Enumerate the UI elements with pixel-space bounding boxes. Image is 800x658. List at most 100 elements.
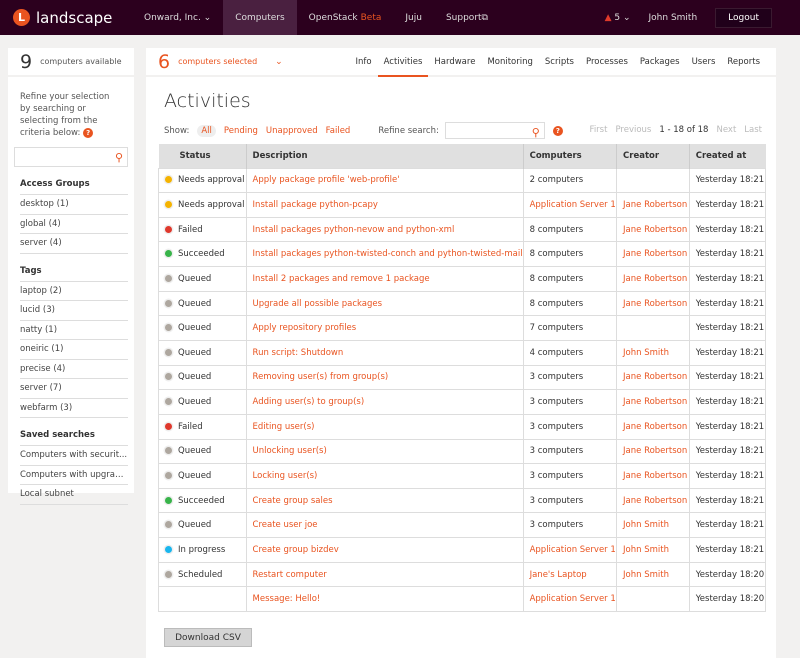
sidebar-item[interactable]: precise (4) <box>20 360 128 379</box>
search-icon[interactable]: ⚲ <box>531 126 540 139</box>
status-cell: Failed <box>158 216 247 243</box>
status-dot-icon <box>165 545 172 553</box>
status-cell: Scheduled <box>158 561 247 588</box>
help-icon[interactable]: ? <box>552 125 563 136</box>
description-link[interactable]: Unlocking user(s) <box>245 438 524 465</box>
creator-link[interactable]: Jane Robertson <box>616 266 690 292</box>
refine-search-input[interactable]: ⚲ <box>444 122 545 139</box>
nav-juju[interactable]: Juju <box>405 12 422 23</box>
pager-first[interactable]: First <box>589 125 608 135</box>
description-link[interactable]: Install package python-pcapy <box>245 192 524 218</box>
description-link[interactable]: Run script: Shutdown <box>245 339 524 366</box>
download-csv-button[interactable]: Download CSV <box>164 628 252 647</box>
sidebar-item[interactable]: laptop (2) <box>20 282 128 301</box>
tab-monitoring[interactable]: Monitoring <box>487 57 533 67</box>
tab-info[interactable]: Info <box>355 57 372 67</box>
sidebar-item[interactable]: Local subnet <box>20 485 128 505</box>
computers-cell[interactable]: Application Server 1 <box>522 537 618 563</box>
alerts-dropdown[interactable]: ▲ 5 ⌄ <box>604 12 631 23</box>
created-at-cell: Yesterday 18:21 <box>688 339 767 366</box>
description-link[interactable]: Install packages python-twisted-conch an… <box>245 241 524 268</box>
nav-support[interactable]: Support ⧉ <box>445 12 488 23</box>
sidebar-search-input[interactable]: ⚲ <box>14 147 128 167</box>
description-link[interactable]: Restart computer <box>245 561 524 588</box>
pager-previous[interactable]: Previous <box>615 125 652 135</box>
creator-link[interactable]: Jane Robertson <box>616 413 690 440</box>
filter-pending[interactable]: Pending <box>223 125 258 136</box>
help-icon[interactable]: ? <box>83 128 94 138</box>
sidebar-item[interactable]: natty (1) <box>20 321 128 340</box>
user-name[interactable]: John Smith <box>648 12 698 23</box>
description-link[interactable]: Apply repository profiles <box>245 315 524 341</box>
tab-scripts[interactable]: Scripts <box>544 57 574 67</box>
description-link[interactable]: Upgrade all possible packages <box>245 290 524 317</box>
main-panel: 6 computers selected ⌄ Info Activities Har… <box>146 48 776 658</box>
sidebar-item[interactable]: server (7) <box>20 379 128 399</box>
creator-link[interactable]: Jane Robertson <box>616 216 690 243</box>
column-description[interactable]: Description <box>245 144 524 168</box>
sidebar-item[interactable]: lucid (3) <box>20 301 128 321</box>
computers-cell[interactable]: Jane's Laptop <box>522 561 618 588</box>
creator-link[interactable]: Jane Robertson <box>616 364 690 391</box>
sidebar-item[interactable]: Computers with upgrades <box>20 466 128 485</box>
tab-hardware[interactable]: Hardware <box>434 57 476 67</box>
creator-link[interactable]: John Smith <box>616 512 690 539</box>
pager-last[interactable]: Last <box>744 125 762 135</box>
chevron-down-icon[interactable]: ⌄ <box>275 56 283 67</box>
filter-all[interactable]: All <box>197 124 216 137</box>
sidebar-item[interactable]: desktop (1) <box>20 195 128 215</box>
description-link[interactable]: Create user joe <box>245 512 524 539</box>
creator-link[interactable]: Jane Robertson <box>616 487 690 514</box>
creator-link[interactable]: Jane Robertson <box>616 290 690 317</box>
nav-computers[interactable]: Computers <box>223 0 297 35</box>
creator-link[interactable]: Jane Robertson <box>616 463 690 489</box>
search-icon[interactable]: ⚲ <box>114 151 123 164</box>
org-dropdown[interactable]: Onward, Inc. ⌄ <box>144 12 212 23</box>
creator-link[interactable]: Jane Robertson <box>616 241 690 268</box>
tab-reports[interactable]: Reports <box>727 57 760 67</box>
pager-next[interactable]: Next <box>716 125 737 135</box>
sidebar-item[interactable]: Computers with securit... <box>20 446 128 466</box>
tab-activities[interactable]: Activities <box>377 48 429 77</box>
description-link[interactable]: Apply package profile 'web-profile' <box>245 167 524 194</box>
creator-link[interactable]: John Smith <box>616 339 690 366</box>
description-link[interactable]: Adding user(s) to group(s) <box>245 389 524 415</box>
description-link[interactable]: Create group bizdev <box>245 537 524 563</box>
creator-link[interactable]: John Smith <box>616 537 690 563</box>
description-link[interactable]: Install packages python-nevow and python… <box>245 216 524 243</box>
status-dot-icon <box>165 299 172 307</box>
description-link[interactable]: Editing user(s) <box>245 413 524 440</box>
computers-cell[interactable]: Application Server 1 <box>522 586 618 613</box>
table-row: Failed Install packages python-nevow and … <box>158 216 767 243</box>
logout-button[interactable]: Logout <box>715 7 772 28</box>
creator-link[interactable]: Jane Robertson <box>616 438 690 465</box>
tab-processes[interactable]: Processes <box>586 57 628 67</box>
column-created-at[interactable]: Created at <box>688 144 766 168</box>
creator-link[interactable]: Jane Robertson <box>616 389 690 415</box>
sidebar-item[interactable]: webfarm (3) <box>20 399 128 418</box>
description-link[interactable]: Install 2 packages and remove 1 package <box>245 266 524 292</box>
sidebar-item[interactable]: oneiric (1) <box>20 340 128 360</box>
computers-cell: 8 computers <box>522 266 618 292</box>
creator-link[interactable]: Jane Robertson <box>616 192 690 218</box>
status-dot-icon <box>165 225 172 233</box>
tab-users[interactable]: Users <box>691 57 716 67</box>
column-computers[interactable]: Computers <box>522 144 617 168</box>
description-link[interactable]: Removing user(s) from group(s) <box>245 364 524 391</box>
tab-packages[interactable]: Packages <box>639 57 680 67</box>
description-link[interactable]: Message: Hello! <box>245 586 524 613</box>
computers-cell: 3 computers <box>522 413 618 440</box>
computers-cell[interactable]: Application Server 1 <box>522 192 618 218</box>
creator-link[interactable]: John Smith <box>616 561 690 588</box>
nav-openstack[interactable]: OpenStack Beta <box>308 12 382 23</box>
column-status[interactable]: Status <box>158 144 247 168</box>
description-link[interactable]: Create group sales <box>245 487 524 514</box>
column-creator[interactable]: Creator <box>616 144 690 168</box>
sidebar-item[interactable]: global (4) <box>20 215 128 234</box>
description-link[interactable]: Locking user(s) <box>245 463 524 489</box>
filter-unapproved[interactable]: Unapproved <box>265 125 318 136</box>
filter-failed[interactable]: Failed <box>325 125 351 136</box>
status-dot-icon <box>165 570 172 578</box>
sidebar-item[interactable]: server (4) <box>20 234 128 254</box>
